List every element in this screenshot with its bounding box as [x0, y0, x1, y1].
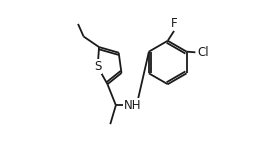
Text: Cl: Cl — [198, 46, 209, 59]
Text: S: S — [94, 60, 101, 73]
Text: NH: NH — [124, 99, 142, 112]
Text: F: F — [171, 16, 177, 29]
